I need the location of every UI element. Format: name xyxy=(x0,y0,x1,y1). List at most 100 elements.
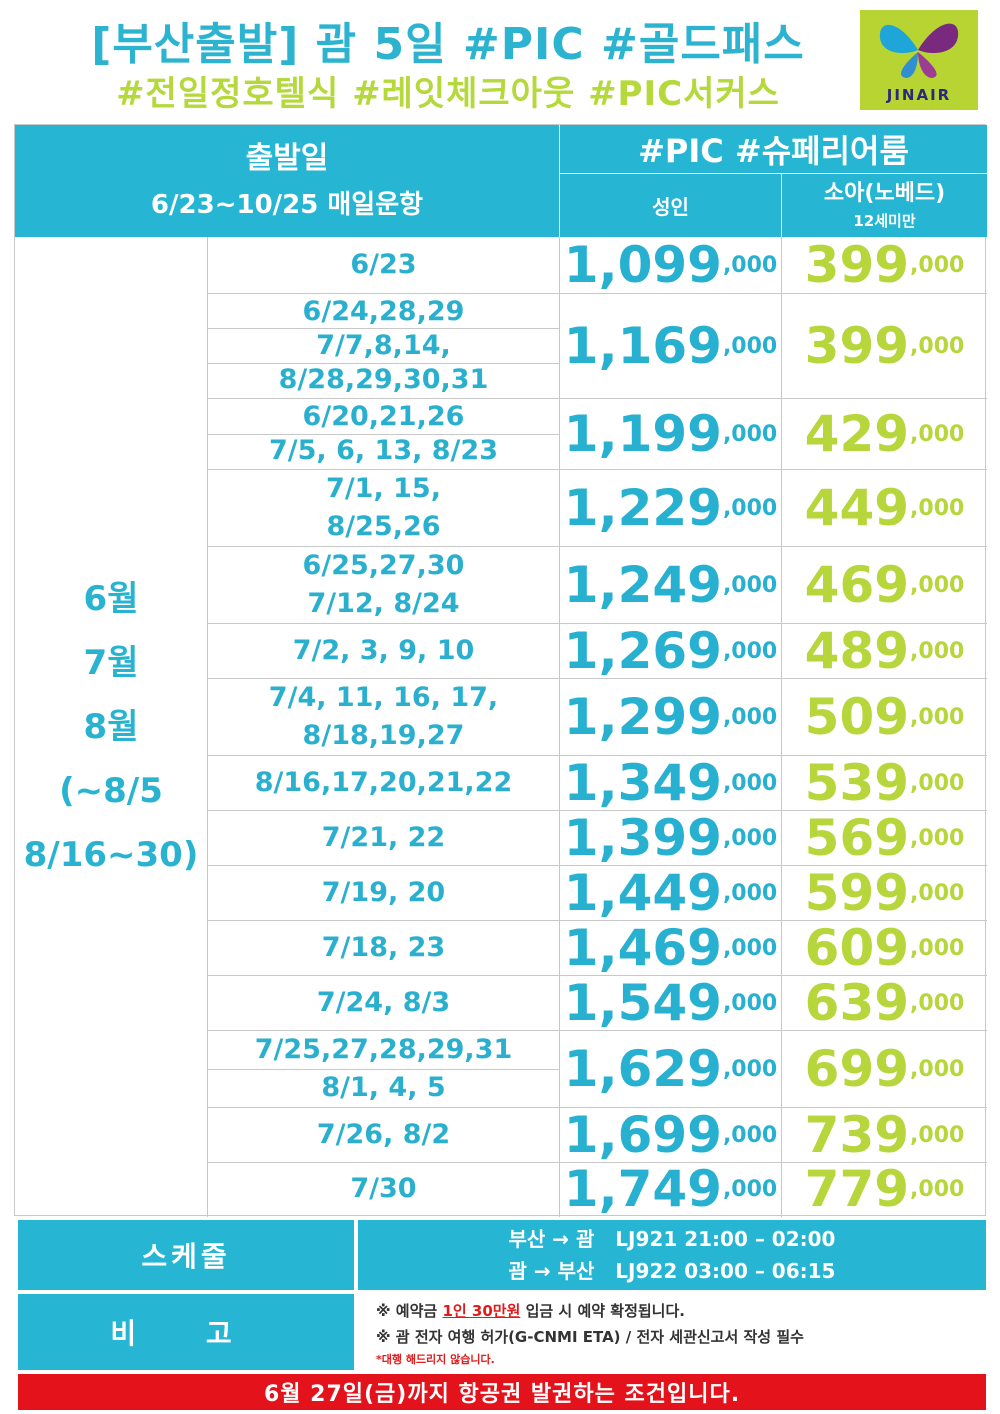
child-header-cell: 소아(노베드) 12세미만 xyxy=(782,174,987,237)
page-title: [부산출발] 괌 5일 #PIC #골드패스 xyxy=(91,19,805,70)
table-row-dates: 6/23 xyxy=(208,237,559,293)
child-price: 609,000 xyxy=(782,919,987,977)
adult-price: 1,229,000 xyxy=(560,470,781,546)
table-row-dates: 6/20,21,26 7/5, 6, 13, 8/23 xyxy=(208,399,559,469)
notes-section: 비 고 ※ 예약금 1인 30만원 입금 시 예약 확정됩니다. ※ 괌 전자 … xyxy=(18,1294,986,1370)
column-divider xyxy=(781,237,782,1217)
row-divider xyxy=(208,755,987,756)
price-suffix: ,000 xyxy=(722,880,778,906)
price-suffix: ,000 xyxy=(910,252,965,278)
price-suffix: ,000 xyxy=(910,1122,965,1148)
child-price: 779,000 xyxy=(782,1160,987,1218)
date-text: 8/1, 4, 5 xyxy=(321,1072,446,1103)
price-suffix: ,000 xyxy=(910,990,965,1016)
departure-header-cell: 출발일 6/23~10/25 매일운항 xyxy=(15,125,559,237)
price-suffix: ,000 xyxy=(722,638,778,664)
month-column: 6월 7월 8월 (~8/5 8/16~30) xyxy=(15,237,207,1217)
adult-price: 1,099,000 xyxy=(560,236,781,294)
row-divider xyxy=(208,293,987,294)
adult-header: 성인 xyxy=(560,174,781,237)
table-row-dates: 7/21, 22 xyxy=(208,811,559,865)
adult-price: 1,349,000 xyxy=(560,754,781,812)
child-price: 739,000 xyxy=(782,1106,987,1164)
package-header: #PIC #슈페리어룸 xyxy=(560,125,987,173)
schedule-details: 부산 → 괌 LJ921 21:00 – 02:00 괌 → 부산 LJ922 … xyxy=(358,1220,986,1290)
page-subtitle: #전일정호텔식 #레잇체크아웃 #PIC서커스 xyxy=(116,74,780,114)
child-price-value: 429 xyxy=(804,405,910,463)
adult-price: 1,699,000 xyxy=(560,1106,781,1164)
date-text: 7/19, 20 xyxy=(321,877,446,908)
adult-price: 1,269,000 xyxy=(560,622,781,680)
price-suffix: ,000 xyxy=(722,704,778,730)
child-price-value: 599 xyxy=(804,864,910,922)
date-text: 7/5, 6, 13, 8/23 xyxy=(269,435,498,466)
child-price-value: 609 xyxy=(804,919,910,977)
adult-price: 1,549,000 xyxy=(560,974,781,1032)
logo-text: JINAIR xyxy=(886,86,952,104)
child-price-value: 399 xyxy=(804,236,910,294)
price-suffix: ,000 xyxy=(910,495,965,521)
child-price-value: 539 xyxy=(804,754,910,812)
price-suffix: ,000 xyxy=(722,1176,778,1202)
adult-price-value: 1,229 xyxy=(563,479,722,537)
adult-price: 1,629,000 xyxy=(560,1031,781,1107)
date-text: 8/18,19,27 xyxy=(302,720,465,751)
price-suffix: ,000 xyxy=(910,935,965,961)
column-divider xyxy=(207,237,208,1217)
child-price: 569,000 xyxy=(782,809,987,867)
adult-price: 1,449,000 xyxy=(560,864,781,922)
price-suffix: ,000 xyxy=(910,421,965,447)
month-label: (~8/5 xyxy=(59,771,163,811)
adult-price-value: 1,629 xyxy=(563,1040,722,1098)
row-divider xyxy=(208,546,987,547)
adult-price-value: 1,749 xyxy=(563,1160,722,1218)
butterfly-icon xyxy=(879,23,959,78)
header-divider xyxy=(781,173,782,237)
price-suffix: ,000 xyxy=(722,825,778,851)
date-text: 8/25,26 xyxy=(326,511,441,542)
schedule-section: 스케줄 부산 → 괌 LJ921 21:00 – 02:00 괌 → 부산 LJ… xyxy=(18,1220,986,1290)
date-text: 7/2, 3, 9, 10 xyxy=(292,635,475,666)
child-price: 539,000 xyxy=(782,754,987,812)
table-row-dates: 7/4, 11, 16, 17, 8/18,19,27 xyxy=(208,679,559,755)
inner-divider xyxy=(208,328,559,329)
adult-price-value: 1,349 xyxy=(563,754,722,812)
note-deposit: ※ 예약금 1인 30만원 입금 시 예약 확정됩니다. xyxy=(376,1298,968,1324)
row-divider xyxy=(208,920,987,921)
row-divider xyxy=(208,1162,987,1163)
date-text: 6/24,28,29 xyxy=(302,296,465,327)
inner-divider xyxy=(208,1069,559,1070)
date-text: 6/23 xyxy=(350,249,417,280)
row-divider xyxy=(208,1030,987,1031)
date-text: 7/30 xyxy=(350,1173,417,1204)
note-disclaimer: *대행 해드리지 않습니다. xyxy=(376,1353,495,1366)
notes-label: 비 고 xyxy=(18,1294,354,1370)
date-text: 7/26, 8/2 xyxy=(316,1119,451,1150)
child-age-note: 12세미만 xyxy=(853,211,916,230)
inner-divider xyxy=(208,363,559,364)
child-price: 699,000 xyxy=(782,1031,987,1107)
date-text: 7/7,8,14, xyxy=(316,330,451,361)
table-row-dates: 7/1, 15, 8/25,26 xyxy=(208,470,559,546)
price-suffix: ,000 xyxy=(722,421,778,447)
price-suffix: ,000 xyxy=(910,880,965,906)
row-divider xyxy=(208,865,987,866)
price-suffix: ,000 xyxy=(722,770,778,796)
row-divider xyxy=(208,975,987,976)
child-price: 399,000 xyxy=(782,294,987,398)
table-row-dates: 6/24,28,29 7/7,8,14, 8/28,29,30,31 xyxy=(208,294,559,398)
table-row-dates: 7/2, 3, 9, 10 xyxy=(208,624,559,678)
adult-price-value: 1,199 xyxy=(563,405,722,463)
adult-price: 1,199,000 xyxy=(560,399,781,469)
inner-divider xyxy=(208,434,559,435)
table-row-dates: 7/25,27,28,29,31 8/1, 4, 5 xyxy=(208,1031,559,1107)
inbound-flight: 괌 → 부산 LJ922 03:00 – 06:15 xyxy=(508,1259,836,1283)
child-price-value: 449 xyxy=(804,479,910,537)
departure-header: 출발일 xyxy=(245,141,329,176)
adult-price-value: 1,099 xyxy=(563,236,722,294)
price-suffix: ,000 xyxy=(722,990,778,1016)
adult-price-value: 1,269 xyxy=(563,622,722,680)
date-text: 7/25,27,28,29,31 xyxy=(254,1034,513,1065)
table-row-dates: 7/30 xyxy=(208,1163,559,1215)
price-suffix: ,000 xyxy=(722,572,778,598)
